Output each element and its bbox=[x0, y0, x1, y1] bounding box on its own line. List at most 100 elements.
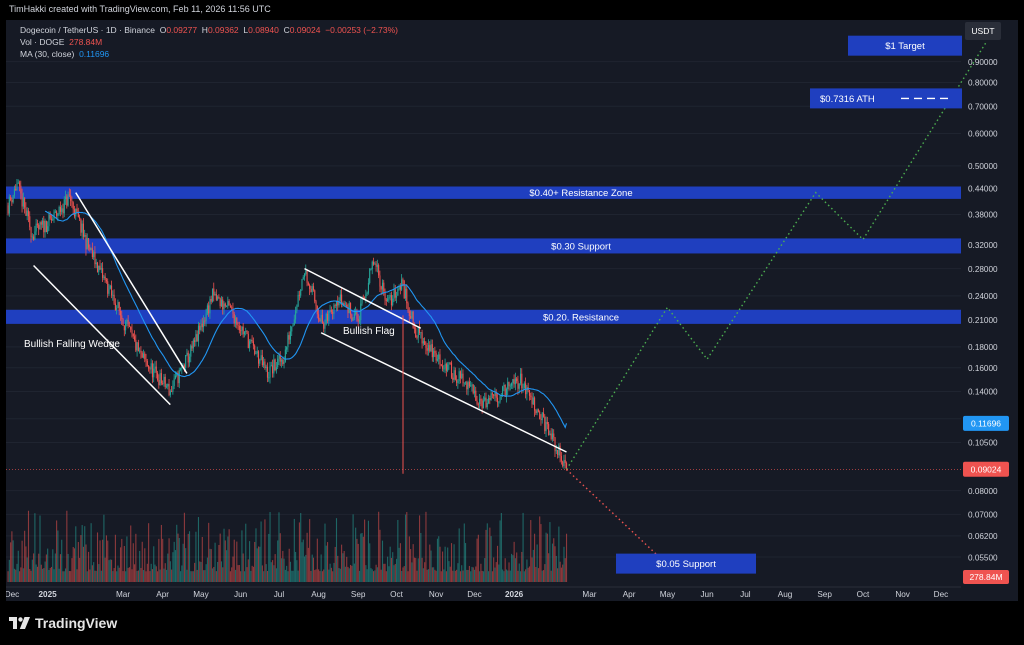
volume-bar bbox=[153, 546, 155, 582]
volume-bar bbox=[477, 534, 479, 582]
volume-bar bbox=[209, 548, 211, 582]
volume-bar bbox=[373, 571, 375, 582]
zone-label: $0.20. Resistance bbox=[543, 312, 619, 323]
volume-bar bbox=[256, 548, 258, 582]
volume-bar bbox=[303, 556, 306, 582]
volume-bar bbox=[291, 570, 293, 582]
candle bbox=[413, 327, 416, 329]
volume-bar bbox=[197, 517, 200, 582]
volume-bar bbox=[71, 558, 73, 582]
volume-bar bbox=[104, 557, 106, 582]
volume-bar bbox=[555, 555, 557, 582]
volume-bar bbox=[63, 571, 65, 582]
candle bbox=[227, 301, 229, 307]
volume-bar bbox=[314, 570, 316, 582]
volume-bar bbox=[194, 562, 196, 582]
candle bbox=[333, 305, 335, 314]
candle bbox=[268, 377, 270, 379]
candle bbox=[241, 326, 243, 331]
volume-bar bbox=[369, 543, 371, 582]
candle bbox=[96, 262, 99, 272]
volume-bar bbox=[374, 570, 376, 582]
candle bbox=[250, 339, 252, 342]
volume-bar bbox=[344, 566, 346, 582]
candle bbox=[282, 359, 284, 365]
candle bbox=[135, 339, 137, 351]
candle bbox=[563, 459, 565, 467]
volume-bar bbox=[260, 521, 262, 582]
candle bbox=[477, 403, 479, 405]
volume-bar bbox=[165, 569, 168, 582]
candle bbox=[266, 366, 269, 378]
volume-bar bbox=[523, 571, 525, 582]
candle bbox=[278, 355, 280, 359]
volume-bar bbox=[419, 515, 421, 582]
candle bbox=[228, 301, 230, 306]
candle bbox=[450, 362, 453, 378]
candle bbox=[67, 194, 69, 206]
volume-tag bbox=[963, 570, 1009, 584]
candle bbox=[245, 331, 247, 332]
candle bbox=[344, 304, 346, 306]
legend-vol: 278.84M bbox=[69, 37, 103, 47]
volume-bar bbox=[191, 571, 193, 582]
volume-bar bbox=[21, 540, 23, 582]
candle bbox=[540, 418, 542, 421]
candle bbox=[321, 314, 323, 324]
volume-bar bbox=[81, 525, 83, 582]
candle bbox=[100, 268, 102, 270]
candle bbox=[458, 371, 460, 382]
volume-bar bbox=[431, 567, 433, 582]
volume-bar bbox=[210, 549, 212, 582]
candle bbox=[220, 299, 223, 307]
volume-bar bbox=[546, 533, 548, 582]
volume-bar bbox=[89, 569, 91, 582]
candle bbox=[449, 362, 451, 364]
volume-bar bbox=[560, 567, 562, 582]
volume-bar bbox=[139, 550, 141, 582]
candle bbox=[318, 314, 320, 320]
candle bbox=[553, 433, 555, 438]
volume-bar bbox=[85, 544, 87, 582]
volume-bar bbox=[44, 561, 46, 582]
volume-bar bbox=[362, 536, 364, 582]
candle bbox=[174, 375, 177, 379]
candle bbox=[417, 326, 419, 338]
volume-bar bbox=[7, 571, 9, 582]
chart-canvas[interactable]: $0.40+ Resistance Zone $0.30 Support $0.20… bbox=[6, 20, 1018, 601]
volume-bar bbox=[77, 542, 79, 582]
volume-bar bbox=[563, 546, 565, 582]
volume-bar bbox=[213, 566, 215, 582]
candle bbox=[528, 390, 531, 396]
candle bbox=[210, 298, 212, 302]
footer: TradingView bbox=[0, 601, 1024, 645]
tradingview-logo[interactable]: TradingView bbox=[9, 615, 117, 631]
volume-bar bbox=[26, 557, 28, 582]
candle bbox=[502, 386, 504, 396]
volume-bar bbox=[280, 558, 283, 582]
candle bbox=[105, 279, 108, 282]
chart-panel[interactable]: $0.40+ Resistance Zone $0.30 Support $0.20… bbox=[6, 20, 1018, 601]
volume-bar bbox=[548, 553, 550, 582]
price-tick: 0.90000 bbox=[968, 58, 998, 67]
candle bbox=[132, 333, 134, 337]
candle bbox=[204, 320, 206, 322]
candle bbox=[242, 326, 244, 335]
time-tick: Jun bbox=[234, 590, 248, 599]
volume-bar bbox=[417, 558, 419, 582]
candle bbox=[398, 285, 400, 290]
volume-bar bbox=[135, 533, 137, 582]
candle bbox=[98, 265, 100, 272]
volume-bar bbox=[488, 571, 490, 582]
volume-bar bbox=[392, 552, 394, 582]
volume-bar bbox=[522, 512, 524, 582]
candle bbox=[99, 265, 101, 270]
volume-bar bbox=[217, 561, 219, 582]
candle bbox=[25, 207, 27, 216]
currency-label: USDT bbox=[971, 26, 994, 36]
candle bbox=[536, 409, 538, 414]
candle bbox=[155, 366, 157, 373]
volume-bar bbox=[530, 520, 532, 582]
volume-bar bbox=[498, 564, 500, 582]
volume-bar bbox=[306, 532, 308, 582]
